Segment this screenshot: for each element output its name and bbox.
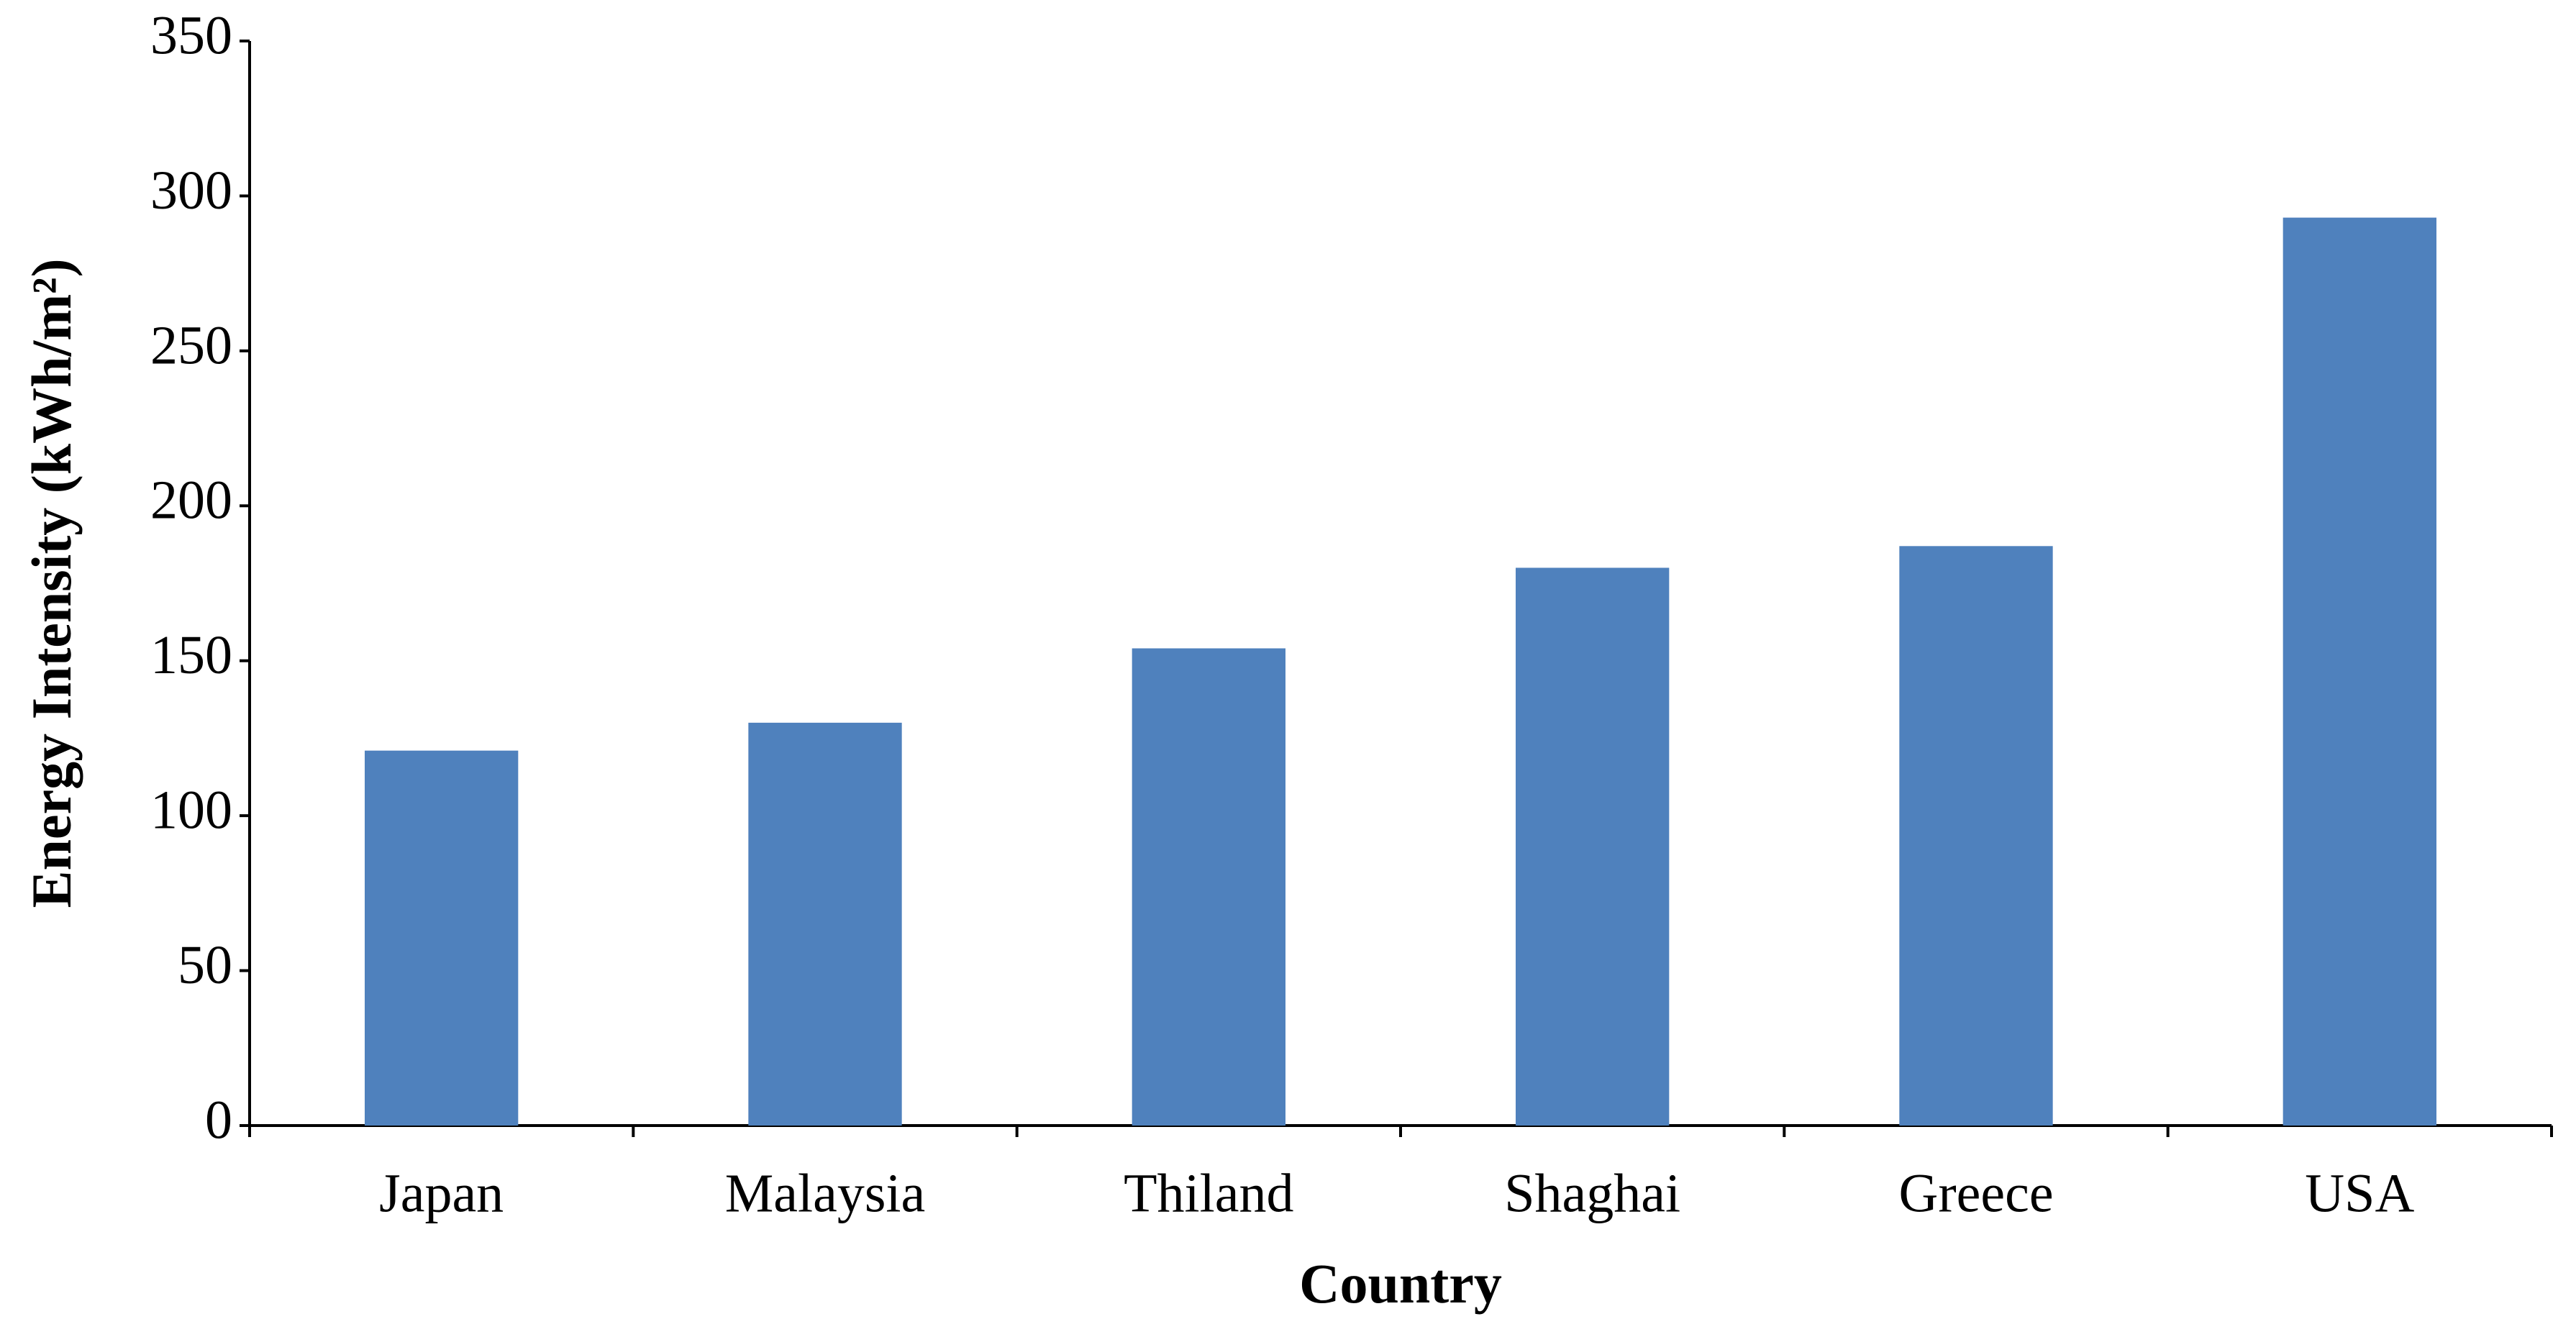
- y-tick-label: 0: [205, 1090, 232, 1150]
- x-tick-label: Thiland: [1124, 1163, 1293, 1223]
- bar: [1132, 648, 1285, 1126]
- bar: [2283, 217, 2436, 1126]
- y-tick-label: 200: [150, 470, 232, 531]
- y-axis-title: Energy Intensity (kWh/m²): [20, 258, 83, 908]
- y-tick-label: 350: [150, 5, 232, 65]
- y-tick-label: 300: [150, 160, 232, 221]
- bar: [748, 722, 902, 1126]
- bar: [365, 750, 519, 1126]
- bar: [1899, 546, 2053, 1126]
- x-tick-label: USA: [2305, 1163, 2414, 1223]
- x-tick-label: Japan: [379, 1163, 504, 1223]
- y-tick-label: 100: [150, 780, 232, 841]
- y-tick-label: 150: [150, 625, 232, 685]
- x-tick-label: Malaysia: [725, 1163, 926, 1223]
- x-axis-title: Country: [1299, 1252, 1502, 1315]
- y-tick-label: 250: [150, 315, 232, 375]
- x-tick-label: Greece: [1898, 1163, 2053, 1223]
- x-tick-label: Shaghai: [1504, 1163, 1680, 1223]
- y-tick-label: 50: [178, 935, 232, 995]
- bar: [1516, 567, 1670, 1126]
